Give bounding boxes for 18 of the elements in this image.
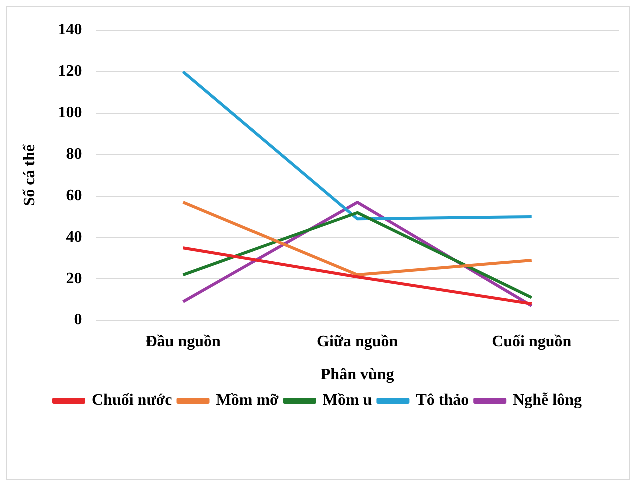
- y-tick-label: 100: [58, 104, 82, 122]
- y-tick-label: 20: [66, 270, 82, 288]
- x-axis-title: Phân vùng: [320, 366, 394, 384]
- x-tick-label: Giữa nguồn: [317, 333, 398, 350]
- legend-label: Nghễ lông: [513, 392, 582, 410]
- y-tick-label: 0: [74, 312, 82, 329]
- legend-label: Mồm u: [322, 392, 372, 410]
- y-tick-label: 80: [66, 146, 82, 164]
- x-tick-label: Cuối nguồn: [492, 333, 572, 350]
- y-axis-title: Số cá thể: [22, 144, 39, 206]
- legend-label: Tô thảo: [416, 392, 470, 410]
- legend-label: Mồm mỡ: [216, 392, 280, 410]
- y-tick-label: 140: [58, 22, 82, 39]
- x-tick-label: Đầu nguồn: [146, 333, 222, 350]
- y-tick-label: 40: [66, 228, 82, 246]
- y-tick-label: 60: [66, 187, 82, 204]
- legend-label: Chuối nước: [92, 392, 172, 410]
- y-tick-label: 120: [58, 63, 82, 80]
